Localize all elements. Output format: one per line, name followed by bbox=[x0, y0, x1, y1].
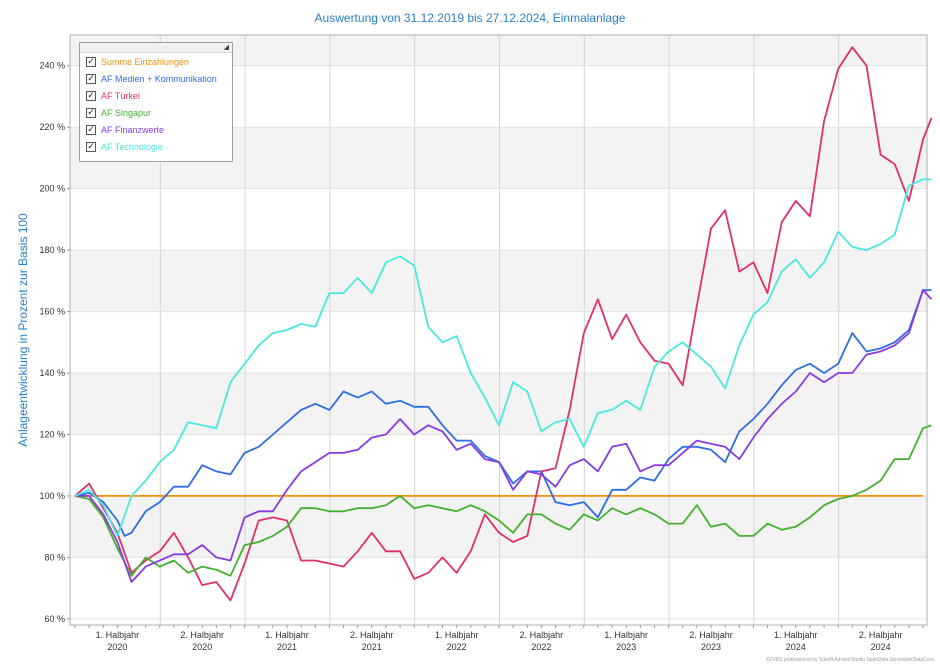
x-tick-label-year: 2023 bbox=[616, 642, 636, 652]
checkbox-checked-icon[interactable]: ✓ bbox=[86, 141, 96, 152]
legend-item[interactable]: ✓ AF Singapur bbox=[80, 104, 232, 121]
chart-title: Auswertung von 31.12.2019 bis 27.12.2024… bbox=[315, 11, 626, 25]
y-tick-label: 140 % bbox=[39, 368, 65, 378]
series-line-af-technologie bbox=[74, 178, 932, 537]
footer-credit: KFVBS professional by Süsoft AdvisorStud… bbox=[766, 657, 934, 663]
series-line-af-finanzwerte bbox=[75, 289, 933, 583]
plot-band bbox=[70, 250, 927, 312]
y-axis-ticks: 60 % 80 % 100 % 120 % 140 % 160 % 180 % 200 % 22… bbox=[39, 61, 70, 624]
x-tick-label-year: 2024 bbox=[871, 642, 891, 652]
legend-item[interactable]: ✓ AF Medien + Kommunikation bbox=[80, 70, 232, 87]
x-tick-label-year: 2023 bbox=[701, 642, 721, 652]
legend-items: ✓ Summe Einzahlungen ✓ AF Medien + Kommunik… bbox=[80, 53, 232, 155]
x-tick-label: 2. Halbjahr bbox=[350, 630, 394, 640]
x-tick-label-year: 2024 bbox=[786, 642, 806, 652]
legend-header[interactable]: ◢ bbox=[80, 43, 232, 53]
y-tick-label: 80 % bbox=[44, 552, 65, 562]
y-tick-label: 180 % bbox=[39, 245, 65, 255]
plot-band bbox=[70, 495, 927, 558]
x-tick-label: 1. Halbjahr bbox=[604, 630, 648, 640]
legend-item-label: AF Technologie bbox=[101, 141, 163, 152]
x-tick-label: 2. Halbjahr bbox=[689, 630, 733, 640]
x-tick-label-year: 2022 bbox=[531, 642, 551, 652]
series-layer bbox=[74, 46, 933, 602]
y-tick-label: 200 % bbox=[39, 184, 65, 194]
legend-item-label: Summe Einzahlungen bbox=[101, 56, 190, 67]
legend-item[interactable]: ✓ Summe Einzahlungen bbox=[80, 53, 232, 70]
x-tick-label: 2. Halbjahr bbox=[520, 630, 564, 640]
x-tick-label-year: 2021 bbox=[362, 642, 382, 652]
x-tick-label: 1. Halbjahr bbox=[774, 630, 818, 640]
checkbox-checked-icon[interactable]: ✓ bbox=[86, 56, 96, 67]
y-tick-label: 120 % bbox=[39, 429, 65, 439]
checkbox-checked-icon[interactable]: ✓ bbox=[86, 107, 96, 118]
series-line-af-t-rkei bbox=[74, 46, 933, 602]
x-tick-label-year: 2021 bbox=[277, 642, 297, 652]
legend-item-label: AF Türkei bbox=[101, 90, 140, 101]
legend-item[interactable]: ✓ AF Finanzwerte bbox=[80, 121, 232, 138]
legend-item[interactable]: ✓ AF Technologie bbox=[80, 138, 232, 155]
x-tick-label-year: 2020 bbox=[107, 642, 127, 652]
x-tick-label: 1. Halbjahr bbox=[435, 630, 479, 640]
legend-item-label: AF Medien + Kommunikation bbox=[101, 73, 217, 84]
y-axis-label: Anlageentwicklung in Prozent zur Basis 1… bbox=[16, 213, 30, 447]
x-tick-label-year: 2022 bbox=[447, 642, 467, 652]
checkbox-checked-icon[interactable]: ✓ bbox=[86, 124, 96, 135]
legend-item-label: AF Finanzwerte bbox=[101, 124, 165, 135]
checkbox-checked-icon[interactable]: ✓ bbox=[86, 90, 96, 101]
y-tick-label: 100 % bbox=[39, 491, 65, 501]
x-tick-label: 2. Halbjahr bbox=[180, 630, 224, 640]
checkbox-checked-icon[interactable]: ✓ bbox=[86, 73, 96, 84]
x-tick-label: 1. Halbjahr bbox=[96, 630, 140, 640]
y-tick-label: 240 % bbox=[39, 61, 65, 71]
y-tick-label: 220 % bbox=[39, 122, 65, 132]
x-tick-label-year: 2020 bbox=[192, 642, 212, 652]
x-tick-label: 1. Halbjahr bbox=[265, 630, 309, 640]
y-tick-label: 160 % bbox=[39, 307, 65, 317]
series-line-af-singapur bbox=[74, 424, 932, 577]
x-tick-label: 2. Halbjahr bbox=[859, 630, 903, 640]
y-tick-label: 60 % bbox=[44, 614, 65, 624]
legend-item-label: AF Singapur bbox=[101, 107, 152, 118]
legend-item[interactable]: ✓ AF Türkei bbox=[80, 87, 232, 104]
legend: ◢ ✓ Summe Einzahlungen ✓ AF Medien + Kommun… bbox=[79, 42, 233, 162]
x-axis-ticks: 1. Halbjahr 2020 2. Halbjahr 2020 1. Halbjah… bbox=[74, 625, 924, 652]
resize-grip-icon[interactable]: ◢ bbox=[223, 43, 229, 51]
